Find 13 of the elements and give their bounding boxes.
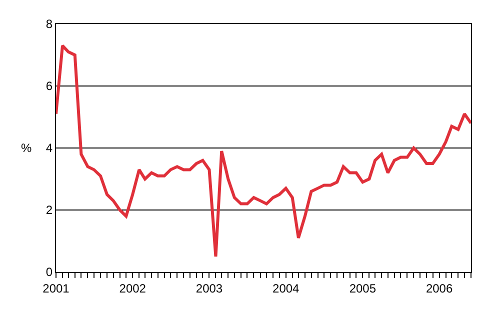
- x-tick-label: 2004: [272, 281, 300, 296]
- x-tick-label: 2005: [349, 281, 376, 296]
- y-tick-label: 6: [46, 79, 53, 94]
- x-tick-label: 2002: [119, 281, 146, 296]
- x-tick-label: 2003: [196, 281, 223, 296]
- y-tick-label: 4: [46, 141, 53, 156]
- y-axis-title: %: [21, 141, 32, 155]
- x-tick-label: 2006: [426, 281, 453, 296]
- y-tick-label: 0: [46, 265, 53, 280]
- line-series: [56, 44, 471, 258]
- x-tick-label: 2001: [42, 281, 70, 296]
- y-tick-label: 8: [46, 17, 53, 32]
- y-tick-label: 2: [46, 203, 53, 218]
